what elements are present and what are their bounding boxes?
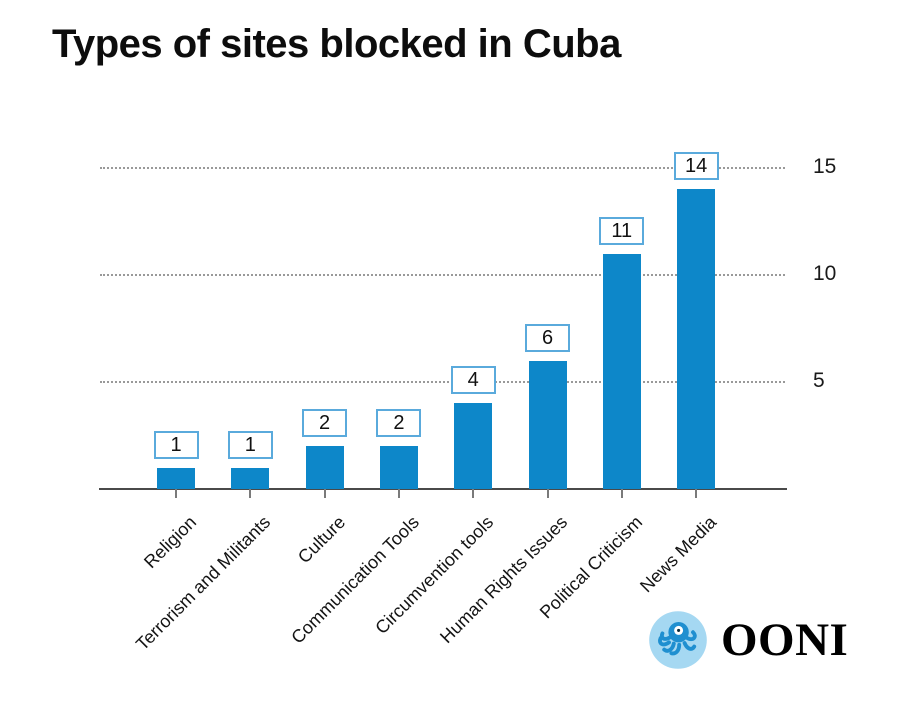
value-label-religion: 1 [153, 431, 199, 459]
gridline-15 [100, 167, 785, 169]
axis-tick-culture [323, 489, 326, 498]
y-axis-label-10: 10 [813, 262, 837, 286]
axis-tick-terrorism-and-militants [249, 489, 252, 498]
axis-tick-circumvention-tools [472, 489, 475, 498]
x-axis-label-news-media: News Media [636, 512, 721, 597]
x-axis-label-religion: Religion [140, 512, 201, 573]
bar-religion [157, 468, 195, 489]
value-label-human-rights-issues: 6 [525, 324, 570, 352]
bar-culture [305, 446, 344, 489]
value-label-communication-tools: 2 [376, 409, 422, 437]
bar-human-rights-issues [528, 361, 567, 489]
bar-news-media [677, 189, 716, 489]
bar-terrorism-and-militants [231, 468, 270, 489]
x-axis-label-culture: Culture [293, 512, 349, 568]
value-label-terrorism-and-militants: 1 [227, 431, 273, 459]
axis-tick-political-criticism [620, 489, 623, 498]
axis-tick-news-media [695, 489, 698, 498]
value-label-circumvention-tools: 4 [450, 366, 496, 394]
gridline-5 [100, 381, 785, 383]
value-label-culture: 2 [302, 409, 348, 437]
gridline-10 [100, 274, 785, 276]
x-axis-label-terrorism-and-militants: Terrorism and Militants [132, 512, 275, 655]
axis-tick-communication-tools [397, 489, 400, 498]
axis-tick-human-rights-issues [546, 489, 549, 498]
ooni-brand: OONI [648, 610, 848, 670]
page-title: Types of sites blocked in Cuba [52, 22, 621, 66]
bar-circumvention-tools [454, 403, 493, 489]
bar-communication-tools [379, 446, 418, 489]
ooni-octopus-icon [649, 611, 707, 669]
x-axis-label-communication-tools: Communication Tools [287, 512, 424, 648]
ooni-wordmark: OONI [721, 614, 849, 666]
axis-tick-religion [175, 489, 177, 498]
x-axis-label-human-rights-issues: Human Rights Issues [436, 512, 572, 648]
bar-political-criticism [602, 254, 641, 489]
x-axis-line [99, 488, 787, 490]
value-label-news-media: 14 [673, 152, 719, 180]
y-axis-label-15: 15 [813, 155, 837, 179]
value-label-political-criticism: 11 [599, 217, 645, 245]
y-axis-label-5: 5 [813, 369, 825, 393]
